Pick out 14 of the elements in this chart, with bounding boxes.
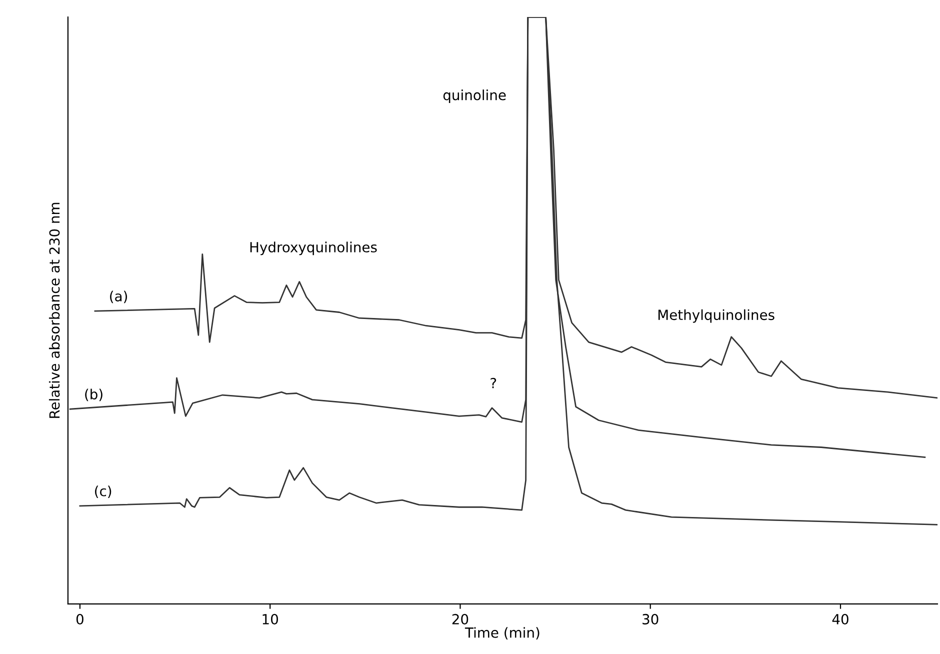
x-axis-title: Time (min) [464,627,540,640]
series-label: (b) [85,388,102,402]
annotation: Methylquinolines [658,309,774,323]
x-tick-label: 0 [76,614,84,624]
x-tick-label: 20 [452,614,468,624]
series-label: (a) [110,290,128,304]
x-tick-label: 30 [642,614,658,624]
annotation: Hydroxyquinolines [250,242,377,256]
x-tick-label: 40 [832,614,848,624]
series-label: (c) [95,486,112,498]
annotation: ? [490,378,496,388]
y-axis-title: Relative absorbance at 230 nm [48,202,60,418]
x-tick-label: 10 [262,614,278,624]
annotation: quinoline [443,90,506,103]
